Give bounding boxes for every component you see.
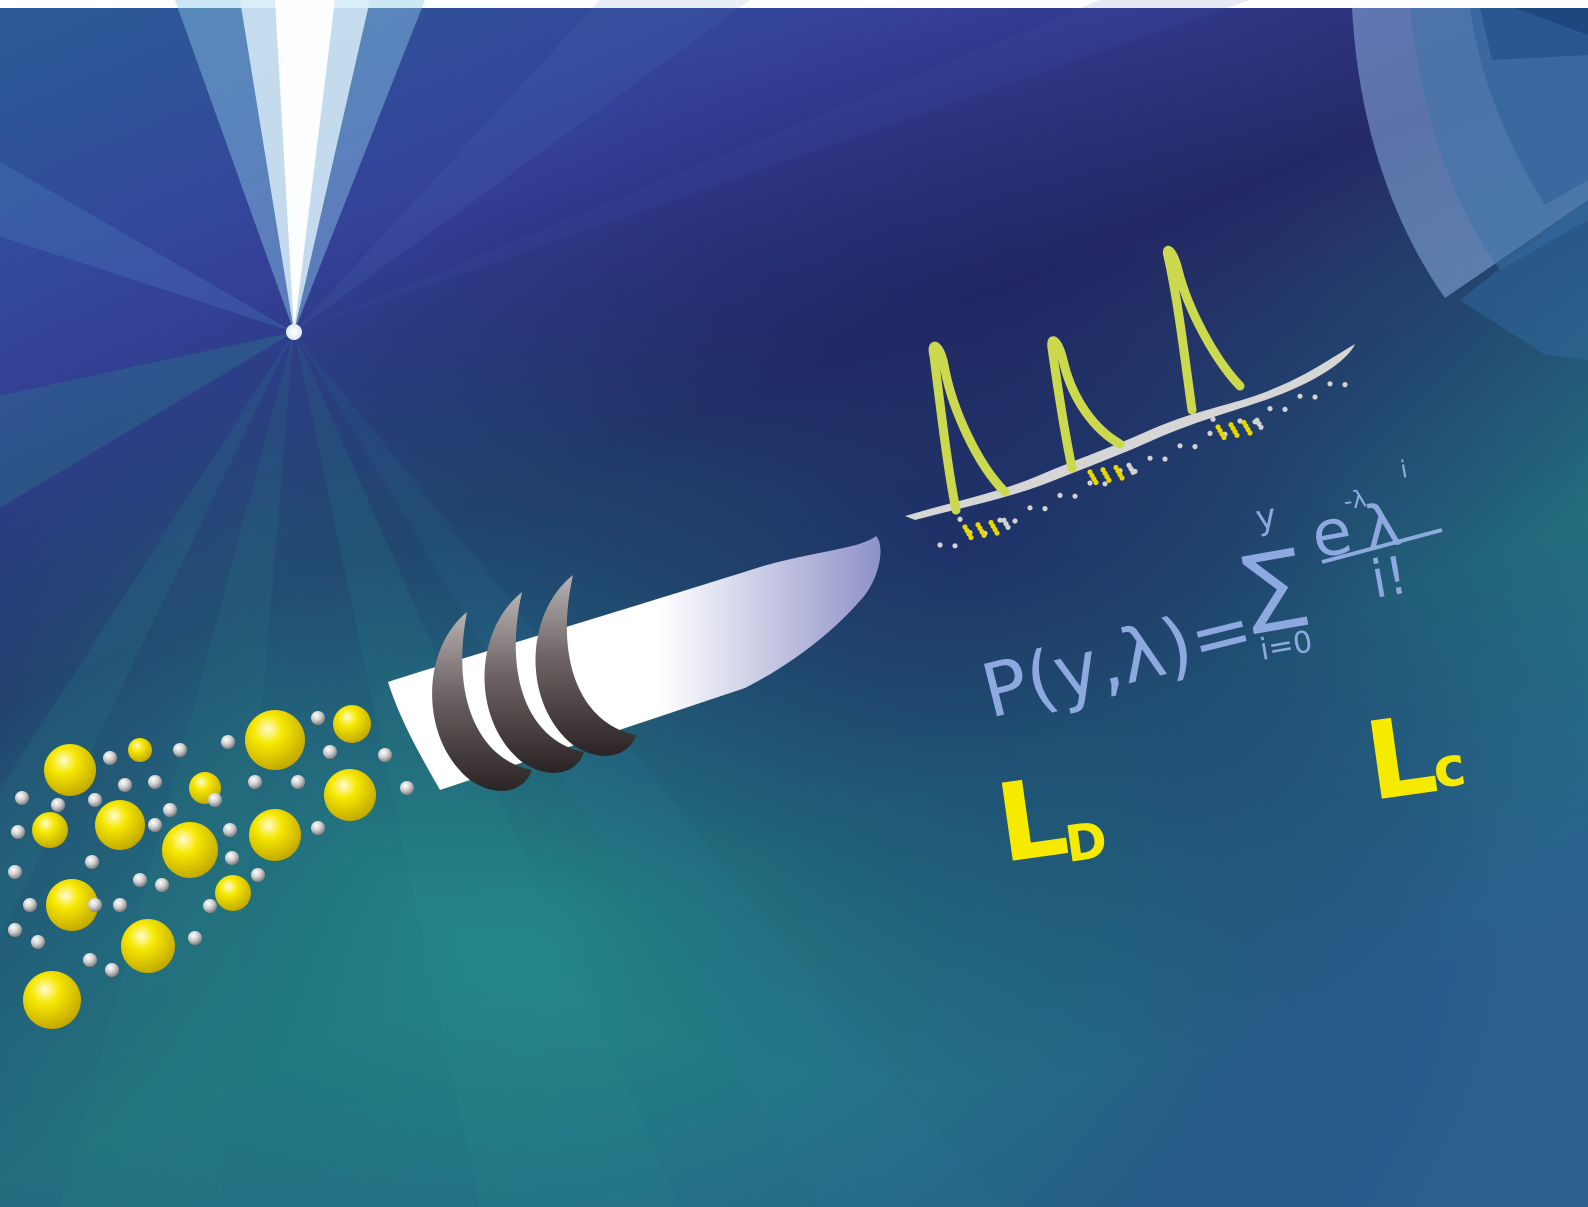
yellow-particle <box>32 812 68 848</box>
gray-particle <box>163 803 177 817</box>
trace-dot <box>1241 419 1247 426</box>
yellow-particle <box>46 879 98 931</box>
gray-particle <box>311 711 325 725</box>
gray-particle <box>83 953 97 967</box>
yellow-particle <box>95 800 145 850</box>
gray-particle <box>400 781 414 795</box>
trace-dot <box>1312 394 1318 400</box>
yellow-particle <box>23 971 81 1029</box>
yellow-particle <box>245 710 305 770</box>
yellow-particle <box>215 875 251 911</box>
particle-cloud <box>8 705 414 1029</box>
trace-dot <box>1042 506 1048 512</box>
trace-dot <box>1254 417 1260 423</box>
gray-particle <box>88 898 102 912</box>
gray-particle <box>251 868 265 882</box>
signal-trace <box>905 245 1355 520</box>
gray-particle <box>51 798 65 812</box>
gray-particle <box>103 751 117 765</box>
yellow-particle <box>44 744 96 796</box>
gray-particle <box>225 851 239 865</box>
formula-numerator-var-exp: i <box>1398 455 1409 484</box>
trace-dot <box>975 522 981 528</box>
gray-particle <box>291 775 305 789</box>
gray-particle <box>323 745 337 759</box>
gray-particle <box>88 793 102 807</box>
trace-dot <box>1210 416 1216 422</box>
formula-fraction-bar <box>1321 528 1443 564</box>
yellow-particle <box>128 738 152 762</box>
trace-dot <box>1001 517 1007 523</box>
trace-dot <box>1100 467 1106 473</box>
trace-dot <box>1126 462 1132 468</box>
gray-particle <box>221 735 235 749</box>
gray-particle <box>118 778 132 792</box>
white-light-cone <box>175 0 425 332</box>
yellow-particle <box>162 822 218 878</box>
gray-particle <box>23 898 37 912</box>
trace-dot <box>1327 381 1333 387</box>
light-rays <box>0 0 1250 1207</box>
gray-particle <box>8 923 22 937</box>
trace-dot <box>988 519 994 526</box>
gray-particle <box>248 775 262 789</box>
gray-particle <box>148 775 162 789</box>
focusing-rings <box>432 575 636 791</box>
trace-dot <box>1237 418 1243 424</box>
gray-particle <box>173 743 187 757</box>
trace-dot <box>1297 393 1303 399</box>
gray-particle <box>11 825 25 839</box>
yellow-particle <box>324 769 376 821</box>
trace-dot <box>1192 444 1198 450</box>
yellow-particle <box>249 809 301 861</box>
label-ld-sub: D <box>1062 811 1111 874</box>
gray-particle <box>113 898 127 912</box>
gray-particle <box>223 823 237 837</box>
gray-particle <box>133 873 147 887</box>
trace-dots <box>937 381 1348 549</box>
trace-dot <box>957 516 963 522</box>
gray-particle <box>311 821 325 835</box>
gray-particle <box>203 899 217 913</box>
gray-particle <box>155 878 169 892</box>
trace-dot <box>1342 382 1348 388</box>
gray-particle <box>105 963 119 977</box>
formula-numerator-exp: -λ <box>1341 484 1368 516</box>
trace-dot <box>1027 505 1033 511</box>
yellow-particle <box>121 919 175 973</box>
trace-dot <box>997 517 1003 523</box>
trace-dot <box>1215 424 1221 430</box>
gray-particle <box>85 855 99 869</box>
trace-dot <box>1082 461 1088 467</box>
trace-dot <box>1087 469 1093 475</box>
trace-dot <box>1102 481 1108 487</box>
trace-dot <box>937 542 943 548</box>
gray-particle <box>378 748 392 762</box>
detector-arcs <box>1352 8 1588 360</box>
trace-dot <box>1228 422 1234 428</box>
gray-particle <box>208 793 222 807</box>
trace-dot <box>1012 518 1018 524</box>
trace-dot <box>1057 492 1063 498</box>
trace-dot <box>1087 480 1093 486</box>
yellow-particle <box>333 705 371 743</box>
trace-dot <box>1207 430 1213 436</box>
trace-dot <box>1282 406 1288 412</box>
gray-particle <box>148 818 162 832</box>
gray-particle <box>15 791 29 805</box>
trace-dot <box>1267 406 1273 412</box>
trace-dot <box>1177 443 1183 449</box>
gray-particle <box>188 931 202 945</box>
light-source-dot <box>286 324 302 340</box>
gray-particle <box>31 935 45 949</box>
trace-dot <box>1113 464 1119 471</box>
trace-dot <box>1162 456 1168 462</box>
trace-dot <box>1072 493 1078 499</box>
trace-dot <box>952 543 958 549</box>
trace-dot <box>1147 455 1153 461</box>
gray-particle <box>8 865 22 879</box>
trace-dot <box>962 524 968 530</box>
